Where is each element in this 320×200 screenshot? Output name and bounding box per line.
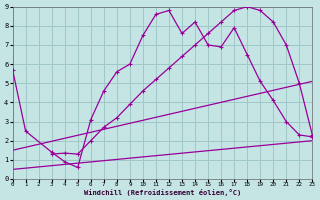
X-axis label: Windchill (Refroidissement éolien,°C): Windchill (Refroidissement éolien,°C) [84, 189, 241, 196]
